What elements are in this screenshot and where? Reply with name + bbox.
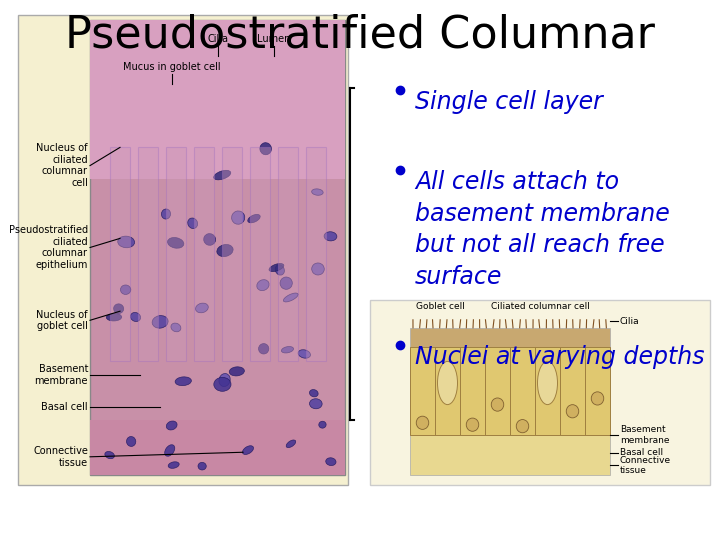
Ellipse shape [416,416,428,429]
Bar [435,347,460,435]
Text: Pseudostratified Columnar: Pseudostratified Columnar [65,14,655,57]
Ellipse shape [467,418,479,431]
Bar [410,347,435,435]
Bar [110,147,130,361]
Bar [560,347,585,435]
Ellipse shape [310,389,318,397]
Ellipse shape [198,462,206,470]
Bar [138,147,158,361]
Ellipse shape [214,377,231,392]
Ellipse shape [188,218,197,228]
FancyBboxPatch shape [370,300,710,485]
Ellipse shape [168,238,184,248]
Ellipse shape [310,399,322,409]
Bar [460,347,485,435]
Bar [585,347,610,435]
Ellipse shape [243,446,253,455]
Bar [410,347,610,435]
Ellipse shape [282,347,294,353]
Ellipse shape [260,143,271,155]
Bar [278,147,298,361]
Ellipse shape [204,234,215,245]
Ellipse shape [269,264,284,272]
Ellipse shape [127,436,136,447]
Text: Single cell layer: Single cell layer [415,90,603,114]
Ellipse shape [312,189,323,195]
Ellipse shape [248,214,260,223]
Ellipse shape [258,343,269,354]
Text: Nucleus of
ciliated
columnar
cell: Nucleus of ciliated columnar cell [37,143,88,188]
Text: Basement
membrane: Basement membrane [620,426,670,445]
Ellipse shape [166,421,177,430]
Ellipse shape [152,315,168,328]
Bar [194,147,214,361]
Text: Lumen: Lumen [257,35,290,44]
Bar [166,147,186,361]
Bar [306,147,326,361]
Ellipse shape [312,263,324,275]
Ellipse shape [219,374,230,387]
Ellipse shape [298,350,310,358]
Ellipse shape [441,380,454,394]
Ellipse shape [538,361,557,404]
Ellipse shape [120,285,131,294]
Text: Connective
tissue: Connective tissue [33,446,88,468]
Ellipse shape [319,421,326,428]
Bar [485,347,510,435]
FancyBboxPatch shape [18,15,348,485]
Ellipse shape [324,232,337,241]
Bar [90,421,345,475]
Ellipse shape [491,398,504,411]
Text: Nucleus of
goblet cell: Nucleus of goblet cell [37,309,88,331]
Bar [535,347,560,435]
Ellipse shape [214,422,231,435]
Ellipse shape [161,209,171,219]
Bar [222,147,242,361]
Ellipse shape [118,236,135,248]
Ellipse shape [591,392,604,405]
Ellipse shape [114,304,124,314]
Ellipse shape [107,314,122,321]
Ellipse shape [217,245,233,256]
Text: Basement
membrane: Basement membrane [35,364,88,386]
Text: Pseudostratified
ciliated
columnar
epithelium: Pseudostratified ciliated columnar epith… [9,225,88,270]
Ellipse shape [325,458,336,465]
Ellipse shape [284,293,298,302]
Ellipse shape [130,313,140,321]
Ellipse shape [214,170,230,180]
Text: Goblet cell: Goblet cell [415,302,464,311]
Ellipse shape [196,303,208,313]
Ellipse shape [105,451,114,458]
Text: Connective
tissue: Connective tissue [620,456,671,475]
Ellipse shape [232,211,245,224]
Ellipse shape [516,420,528,433]
Bar [250,147,270,361]
Bar [410,328,610,347]
Text: Mucus in goblet cell: Mucus in goblet cell [123,62,220,72]
Ellipse shape [175,377,192,386]
Text: Basal cell: Basal cell [620,448,663,457]
Ellipse shape [171,323,181,332]
Ellipse shape [286,440,296,448]
Ellipse shape [541,381,554,394]
Ellipse shape [257,280,269,291]
Ellipse shape [165,445,175,456]
Text: All cells attach to
basement membrane
but not all reach free
surface: All cells attach to basement membrane bu… [415,170,670,289]
Ellipse shape [229,367,244,376]
Ellipse shape [566,404,579,418]
Ellipse shape [275,265,284,275]
Ellipse shape [438,361,457,404]
Ellipse shape [168,462,179,468]
Bar [90,20,345,475]
Bar [410,435,610,475]
Text: Nuclei at varying depths: Nuclei at varying depths [415,345,704,369]
Text: Ciliated columnar cell: Ciliated columnar cell [490,302,590,311]
Ellipse shape [280,277,292,289]
Bar [90,20,345,179]
Text: Cilia: Cilia [207,35,228,44]
Text: Basal cell: Basal cell [41,402,88,411]
Text: Cilia: Cilia [620,317,639,326]
Bar [510,347,535,435]
